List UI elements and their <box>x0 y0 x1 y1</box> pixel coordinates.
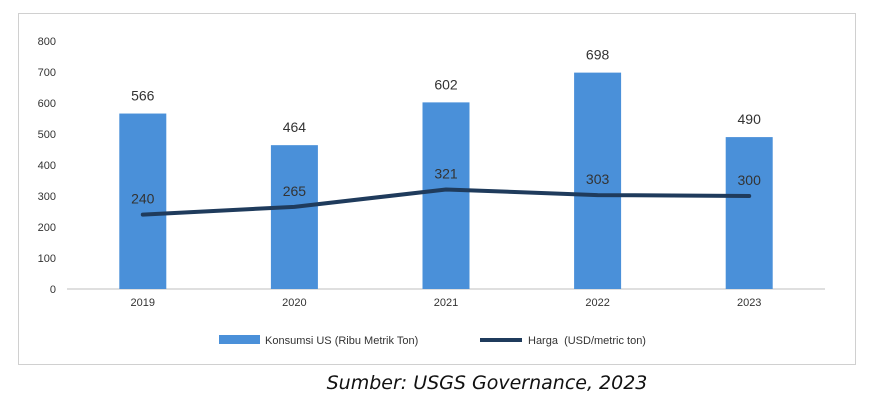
line-data-labels: 240 265 321 303 300 <box>131 165 761 206</box>
bar-data-labels: 566 464 602 698 490 <box>131 47 761 136</box>
y-axis: 0 100 200 300 400 500 600 700 800 <box>38 36 56 296</box>
bar <box>725 137 773 289</box>
bar-series <box>119 72 773 289</box>
harga-line <box>140 187 752 217</box>
y-tick-label: 400 <box>38 160 56 172</box>
y-tick-label: 800 <box>38 36 56 48</box>
bar <box>422 102 470 289</box>
line-value-label: 300 <box>738 172 762 188</box>
bar <box>270 145 318 289</box>
bar-value-label: 698 <box>586 47 610 63</box>
line-value-label: 240 <box>131 191 155 207</box>
legend: Konsumsi US (Ribu Metrik Ton) Harga (USD/… <box>219 335 646 347</box>
bar <box>119 113 167 289</box>
x-tick-label: 2020 <box>282 297 306 309</box>
source-caption: Sumber: USGS Governance, 2023 <box>0 372 874 394</box>
chart-frame: 0 100 200 300 400 500 600 700 800 2019 2020 2021 20… <box>18 13 856 365</box>
y-tick-label: 300 <box>38 191 56 203</box>
y-tick-label: 100 <box>38 253 56 265</box>
legend-bar-swatch <box>219 335 260 344</box>
legend-line-label: Harga (USD/metric ton) <box>528 335 646 347</box>
bar <box>574 72 622 289</box>
x-axis: 2019 2020 2021 2022 2023 <box>67 288 825 309</box>
y-tick-label: 600 <box>38 98 56 110</box>
line-series <box>140 187 752 217</box>
bar-value-label: 464 <box>283 119 307 135</box>
line-value-label: 265 <box>283 183 307 199</box>
x-tick-label: 2022 <box>585 297 609 309</box>
line-value-label: 321 <box>434 165 458 181</box>
x-tick-label: 2019 <box>131 297 155 309</box>
line-value-label: 303 <box>586 171 610 187</box>
x-tick-label: 2023 <box>737 297 761 309</box>
bar-value-label: 602 <box>434 76 458 92</box>
bar-value-label: 490 <box>738 111 762 127</box>
y-tick-label: 700 <box>38 67 56 79</box>
y-tick-label: 500 <box>38 129 56 141</box>
legend-bar-label: Konsumsi US (Ribu Metrik Ton) <box>265 335 418 347</box>
y-tick-label: 0 <box>50 284 56 296</box>
y-tick-label: 200 <box>38 222 56 234</box>
source-caption-text: Sumber: USGS Governance, 2023 <box>326 372 648 394</box>
x-tick-label: 2021 <box>434 297 458 309</box>
bar-value-label: 566 <box>131 88 155 104</box>
